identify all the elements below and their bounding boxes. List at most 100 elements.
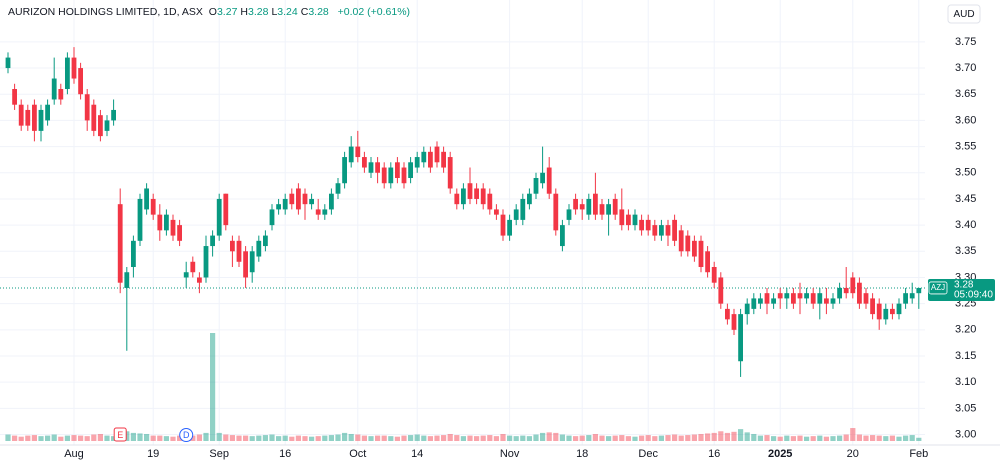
y-tick-label: 3.20 [955, 324, 976, 336]
volume-bar [289, 436, 295, 441]
volume-bar [876, 435, 882, 441]
candle-body [909, 293, 915, 299]
candle-body [315, 209, 321, 215]
volume-bar [12, 435, 18, 441]
candle-body [903, 293, 908, 304]
candle-body [639, 219, 644, 231]
legend-key: H [240, 6, 248, 18]
ohlc-legend: O3.27 H3.28 L3.24 C3.28 [209, 6, 332, 18]
candle-body [500, 214, 506, 236]
candle-body [388, 167, 394, 184]
volume-bar [394, 436, 400, 441]
legend-value: 3.27 [216, 6, 238, 18]
volume-bar [177, 435, 183, 441]
volume-bar [71, 435, 77, 441]
candle-body [65, 57, 70, 89]
volume-bar [262, 435, 268, 441]
candle-body [461, 188, 466, 205]
candle-body [111, 109, 116, 121]
volume-bar [124, 431, 130, 441]
volume-bar [599, 435, 605, 441]
candle-body [771, 298, 776, 304]
x-tick-label: Dec [638, 448, 658, 460]
legend-key: L [271, 6, 278, 18]
volume-bar [731, 431, 737, 441]
volume-bar [216, 432, 222, 441]
volume-bar [25, 435, 31, 441]
candle-body [890, 308, 895, 315]
volume-bar [744, 432, 750, 441]
volume-bar [810, 436, 816, 441]
volume-bar [322, 435, 328, 441]
volume-bar [843, 434, 849, 441]
candle-body [824, 298, 829, 304]
price-symbol: AZJ [931, 283, 945, 292]
candle-body [494, 209, 499, 215]
volume-bar [771, 436, 777, 441]
volume-bar [474, 436, 480, 441]
candle-body [381, 167, 387, 184]
candle-body [678, 230, 684, 252]
candle-body [434, 146, 440, 163]
candle-body [276, 204, 281, 210]
volume-bar [678, 435, 684, 441]
legend-value: 3.28 [308, 6, 329, 18]
volume-bar [460, 436, 466, 441]
candle-body [428, 151, 433, 168]
candle-body [705, 251, 710, 273]
candle-body [659, 225, 664, 236]
candle-body [322, 209, 328, 215]
volume-bar [592, 433, 598, 441]
volume-bar [45, 435, 51, 441]
x-tick-label: 14 [411, 448, 423, 460]
volume-bar [645, 435, 651, 441]
event-marker [113, 427, 127, 442]
candle-body [362, 157, 367, 168]
volume-bar [51, 434, 57, 441]
volume-bar [229, 435, 235, 441]
volume-bar [711, 432, 717, 441]
candle-body [375, 162, 380, 173]
volume-bar [427, 436, 433, 441]
volume-bar [658, 435, 664, 441]
volume-bar [526, 436, 532, 441]
volume-bar [388, 436, 394, 441]
volume-bar [797, 435, 803, 441]
candle-body [282, 198, 288, 210]
candle-body [467, 183, 473, 199]
candle-body [197, 277, 202, 283]
x-tick-label: Oct [349, 448, 366, 460]
volume-bar [889, 435, 895, 441]
y-tick-label: 3.75 [955, 36, 976, 48]
volume-bar [223, 434, 229, 441]
volume-bar [91, 434, 97, 441]
candle-body [606, 204, 611, 215]
volume-bar [817, 435, 823, 441]
volume-bar [823, 436, 829, 441]
volume-bar [355, 434, 361, 441]
y-tick-label: 3.10 [955, 376, 976, 388]
candle-body [58, 89, 64, 100]
volume-bar [282, 435, 288, 441]
candle-body [401, 167, 407, 184]
volume-bar [368, 436, 374, 441]
candle-body [553, 193, 559, 231]
candle-body [777, 293, 783, 299]
volume-bar [309, 436, 315, 441]
candle-body [302, 193, 308, 205]
candle-body [725, 308, 730, 320]
candle-body [335, 183, 341, 194]
candle-body [612, 198, 618, 215]
candle-body [876, 303, 882, 320]
candle-body [817, 293, 823, 304]
candle-body [12, 89, 17, 105]
candle-body [124, 272, 130, 288]
candle-body [863, 293, 869, 304]
candle-body [797, 293, 803, 299]
candle-body [652, 225, 658, 236]
volume-bar [249, 436, 255, 441]
candle-body [474, 188, 479, 199]
volume-bar [757, 435, 763, 441]
volume-bar [698, 433, 704, 441]
candle-body [566, 209, 572, 220]
